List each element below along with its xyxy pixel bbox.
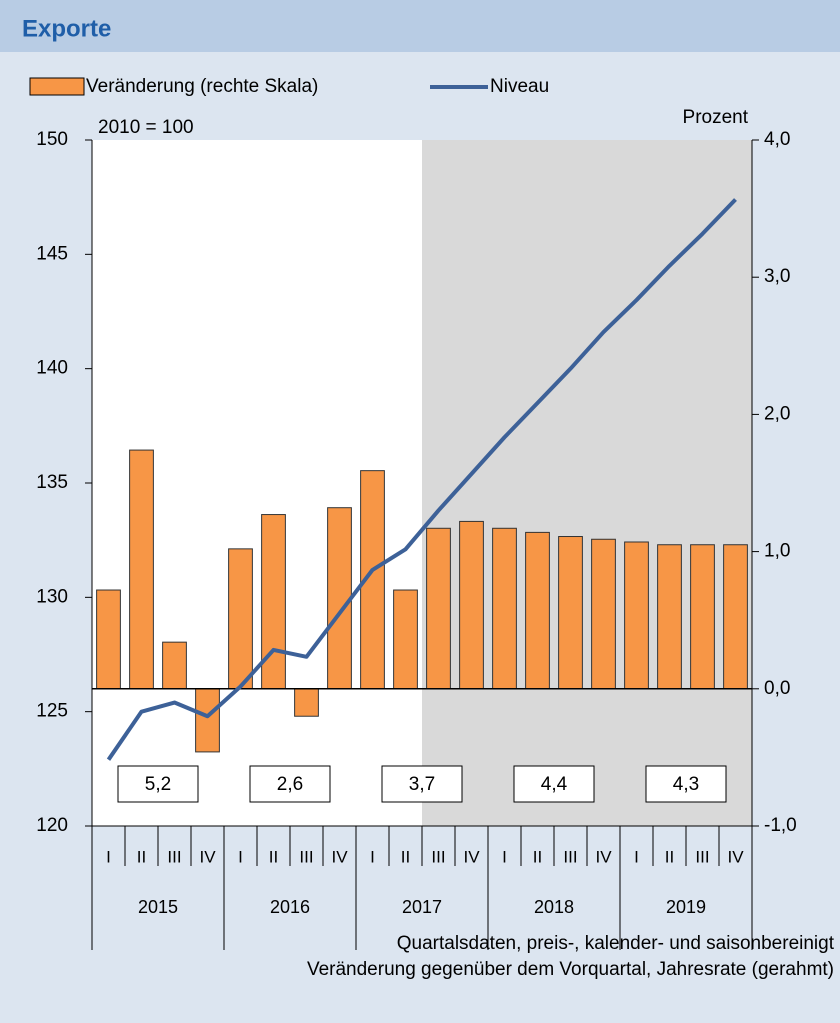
header-band: [0, 0, 840, 52]
year-label: 2015: [138, 897, 178, 917]
x-tick-label: II: [665, 847, 674, 866]
bar: [327, 507, 352, 690]
bar: [294, 688, 319, 717]
x-tick-label: III: [431, 847, 445, 866]
bar: [129, 449, 154, 690]
annual-rate: 3,7: [409, 774, 435, 795]
x-tick-label: II: [401, 847, 410, 866]
y2-tick-label: 2,0: [764, 403, 790, 424]
y-tick-label: 125: [36, 701, 68, 722]
annual-rate-box: [117, 765, 199, 803]
x-tick-label: IV: [463, 847, 480, 866]
bar: [690, 544, 715, 690]
legend-label: Niveau: [490, 76, 549, 97]
y2-tick-label: 0,0: [764, 678, 790, 699]
x-tick-label: IV: [727, 847, 744, 866]
x-tick-label: I: [502, 847, 507, 866]
bar: [426, 527, 451, 690]
bar: [591, 538, 616, 690]
footnote: Quartalsdaten, preis-, kalender- und sai…: [397, 933, 835, 954]
y-tick-label: 150: [36, 129, 68, 150]
y2-tick-label: 4,0: [764, 129, 790, 150]
line: [106, 198, 737, 761]
year-label: 2016: [270, 897, 310, 917]
annual-rate: 4,4: [541, 774, 568, 795]
annual-rate-box: [513, 765, 595, 803]
bar: [96, 589, 121, 690]
bar: [657, 544, 682, 690]
bar: [492, 527, 517, 690]
annual-rate-box: [381, 765, 463, 803]
x-tick-label: I: [106, 847, 111, 866]
y-tick-label: 140: [36, 358, 68, 379]
legend-label: Veränderung (rechte Skala): [86, 76, 318, 97]
x-tick-label: IV: [595, 847, 612, 866]
annual-rate: 5,2: [145, 774, 171, 795]
year-label: 2018: [534, 897, 574, 917]
bar: [459, 520, 484, 690]
legend-swatch: [29, 77, 85, 96]
bar: [195, 688, 220, 753]
x-tick-label: IV: [331, 847, 348, 866]
y-tick-label: 130: [36, 586, 68, 607]
x-tick-label: I: [238, 847, 243, 866]
annual-rate-box: [645, 765, 727, 803]
bar: [162, 641, 187, 690]
x-tick-label: II: [533, 847, 542, 866]
forecast-shade: [422, 140, 752, 826]
bar: [525, 531, 550, 690]
x-tick-label: III: [299, 847, 313, 866]
x-tick-label: IV: [199, 847, 216, 866]
y-tick-label: 135: [36, 472, 68, 493]
bar: [723, 544, 748, 690]
y-tick-label: 145: [36, 243, 68, 264]
chart-title: Exporte: [22, 15, 111, 42]
bar: [624, 541, 649, 690]
x-tick-label: III: [695, 847, 709, 866]
x-tick-label: III: [167, 847, 181, 866]
bar: [393, 589, 418, 690]
footnote: Veränderung gegenüber dem Vorquartal, Ja…: [307, 959, 834, 980]
y-tick-label: 120: [36, 815, 68, 836]
year-label: 2017: [402, 897, 442, 917]
x-tick-label: I: [634, 847, 639, 866]
annual-rate-box: [249, 765, 331, 803]
year-label: 2019: [666, 897, 706, 917]
x-tick-label: II: [269, 847, 278, 866]
x-tick-label: I: [370, 847, 375, 866]
y-axis-label: 2010 = 100: [98, 117, 194, 138]
x-tick-label: III: [563, 847, 577, 866]
y2-tick-label: 1,0: [764, 541, 790, 562]
y2-tick-label: -1,0: [764, 815, 797, 836]
y2-axis-label: Prozent: [683, 107, 749, 128]
bar: [228, 548, 253, 690]
annual-rate: 4,3: [673, 774, 699, 795]
bar: [261, 514, 286, 690]
bar: [558, 536, 583, 690]
annual-rate: 2,6: [277, 774, 303, 795]
y2-tick-label: 3,0: [764, 266, 790, 287]
x-tick-label: II: [137, 847, 146, 866]
